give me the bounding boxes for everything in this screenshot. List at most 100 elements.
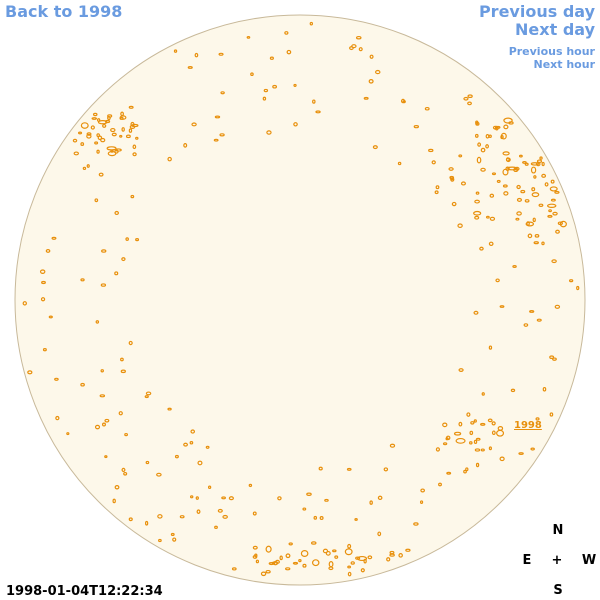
region-label[interactable]: 1998	[514, 420, 542, 431]
feature	[194, 52, 199, 58]
feature	[538, 203, 544, 208]
feature	[502, 184, 508, 188]
feature	[346, 467, 352, 471]
feature	[306, 492, 312, 496]
next-day-link[interactable]: Next day	[515, 20, 595, 39]
feature	[104, 455, 108, 459]
feature	[250, 72, 254, 77]
feature	[551, 259, 557, 264]
feature	[195, 496, 199, 500]
feature	[458, 368, 464, 372]
feature	[288, 542, 293, 546]
feature	[363, 96, 369, 100]
feature	[313, 515, 318, 520]
feature	[466, 412, 471, 417]
feature	[518, 452, 524, 455]
feature	[520, 189, 526, 194]
feature	[453, 431, 462, 436]
feature	[231, 567, 237, 571]
feature	[92, 112, 98, 117]
feature	[488, 345, 493, 350]
feature	[451, 201, 457, 207]
feature	[114, 149, 119, 154]
feature	[474, 448, 481, 452]
feature	[470, 421, 475, 425]
feature	[344, 548, 353, 556]
feature	[80, 142, 85, 147]
feature	[324, 498, 329, 502]
feature	[512, 265, 517, 268]
previous-hour-link[interactable]: Previous hour	[508, 45, 595, 58]
feature	[118, 411, 123, 416]
feature	[260, 571, 267, 577]
feature	[285, 567, 291, 571]
feature	[255, 559, 260, 564]
feature	[438, 482, 442, 487]
feature	[80, 122, 89, 129]
feature	[101, 249, 107, 253]
feature	[110, 127, 116, 133]
feature	[96, 149, 100, 154]
feature	[220, 91, 225, 95]
feature	[434, 190, 439, 195]
feature	[555, 229, 560, 234]
magnetic-features	[22, 21, 580, 577]
feature	[207, 485, 212, 490]
feature	[119, 116, 124, 120]
feature	[524, 162, 529, 166]
feature	[80, 382, 85, 387]
feature	[522, 160, 527, 164]
feature	[510, 388, 516, 393]
feature	[527, 233, 533, 239]
compass-center: +	[552, 553, 563, 568]
feature	[196, 509, 201, 514]
feature	[325, 550, 331, 556]
feature	[516, 211, 522, 216]
feature	[128, 517, 133, 522]
feature	[51, 236, 57, 240]
feature	[114, 271, 119, 276]
feature	[369, 54, 374, 59]
feature	[496, 179, 501, 183]
back-link[interactable]: Back to 1998	[5, 2, 123, 21]
feature	[293, 83, 297, 87]
feature	[377, 531, 382, 537]
feature	[458, 154, 463, 158]
feature	[101, 422, 106, 427]
feature	[94, 198, 99, 203]
feature	[481, 392, 485, 396]
feature	[39, 269, 46, 274]
feature	[300, 550, 309, 557]
feature	[502, 151, 510, 156]
feature	[503, 117, 513, 124]
compass-south: S	[553, 583, 562, 598]
feature	[502, 168, 509, 176]
feature	[82, 166, 87, 171]
next-hour-link[interactable]: Next hour	[533, 58, 596, 71]
feature	[292, 561, 299, 565]
previous-day-link[interactable]: Previous day	[478, 2, 595, 21]
feature	[102, 123, 107, 128]
feature	[265, 569, 271, 574]
feature	[552, 357, 557, 361]
feature	[222, 514, 228, 519]
compass-east: E	[523, 553, 532, 568]
feature	[503, 191, 509, 196]
feature	[302, 507, 307, 511]
feature	[95, 320, 100, 324]
feature	[491, 421, 496, 426]
feature	[279, 555, 283, 561]
feature	[515, 217, 520, 221]
feature	[120, 357, 124, 362]
feature	[97, 135, 103, 141]
feature	[369, 500, 373, 505]
feature	[377, 495, 383, 501]
timestamp: 1998-01-04T12:22:34	[6, 584, 163, 599]
feature	[428, 148, 434, 153]
feature	[99, 394, 106, 398]
feature	[121, 127, 125, 132]
feature	[463, 469, 467, 474]
feature	[271, 561, 276, 565]
feature	[541, 173, 547, 178]
feature	[350, 561, 355, 565]
